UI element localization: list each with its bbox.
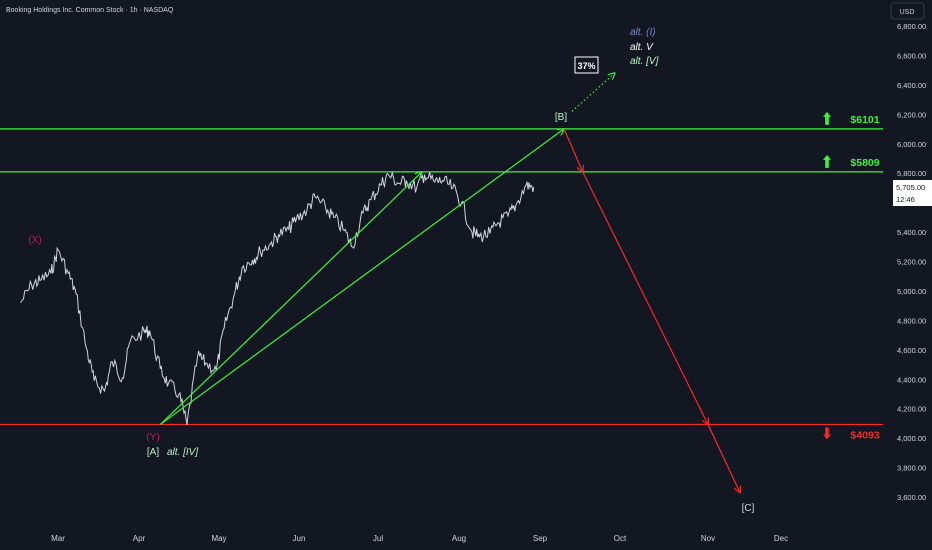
price-tick-label: 5,400.00 [897,228,926,237]
price-tick-label: 6,200.00 [897,110,926,119]
alt-v-bracket-label: alt. [V] [630,56,659,67]
price-ticks: 6,800.00 6,600.00 6,400.00 6,200.00 6,000.00… [897,22,926,502]
wave-x-label: (X) [28,235,41,246]
price-tick-label: 5,000.00 [897,287,926,296]
time-axis[interactable]: Mar Apr May Jun Jul Aug Sep Oct Nov Dec [51,534,788,543]
currency-badge[interactable] [890,2,925,20]
projection-arrow [159,129,564,425]
projection-arrow [582,171,708,425]
level-label: $4093 [850,429,879,441]
level-label: $6101 [850,114,879,126]
time-tick-label: Mar [51,534,65,543]
price-tick-label: 6,600.00 [897,51,926,60]
projection-arrow [159,172,422,425]
price-axis[interactable]: USD 6,800.00 6,600.00 6,400.00 6,200.00 6,00… [883,0,932,550]
price-series-line [20,170,535,425]
countdown-value: 12:46 [896,195,915,204]
last-price-value: 5,705.00 [896,183,925,192]
price-tick-label: 6,400.00 [897,81,926,90]
alt-iv-label: alt. [IV] [167,447,198,458]
time-tick-label: Jun [293,534,306,543]
price-tick-label: 4,800.00 [897,316,926,325]
wave-c-label: [C] [742,503,755,514]
arrow-up-icon [823,154,831,168]
level-label: $5809 [850,157,879,169]
projection-arrow [707,424,740,492]
currency-label: USD [900,9,915,16]
time-tick-label: Apr [133,534,146,543]
time-tick-label: Jul [373,534,383,543]
price-tick-label: 5,800.00 [897,169,926,178]
time-tick-label: Dec [774,534,788,543]
level-labels: $6101 $5809 $4093 [823,111,880,441]
alt-i-label: alt. (I) [630,27,656,38]
wave-a-label: [A] [147,447,159,458]
price-tick-label: 4,400.00 [897,375,926,384]
projection-arrow [563,128,583,172]
price-tick-label: 4,000.00 [897,434,926,443]
percent-box [574,56,599,74]
time-tick-label: Oct [614,534,627,543]
arrow-down-icon [823,427,831,440]
price-tick-label: 6,800.00 [897,22,926,31]
chart-title: Booking Holdings Inc. Common Stock · 1h … [6,7,174,14]
price-tick-label: 6,000.00 [897,140,926,149]
time-tick-label: Aug [452,534,466,543]
price-tick-label: 3,600.00 [897,493,926,502]
level-lines [0,128,883,426]
price-tick-label: 4,200.00 [897,405,926,414]
percent-label: 37% [577,61,595,71]
price-tick-label: 3,800.00 [897,464,926,473]
wave-b-label: [B] [555,112,567,123]
price-tick-label: 4,600.00 [897,346,926,355]
projection-arrows [159,73,740,492]
last-price-badge: 5,705.00 12:46 [893,180,932,206]
projection-arrow [571,73,615,112]
wave-y-label: (Y) [146,432,159,443]
time-tick-label: Sep [533,534,548,543]
time-tick-label: Nov [701,534,715,543]
alt-v-label: alt. V [630,42,654,53]
price-tick-label: 5,200.00 [897,258,926,267]
arrow-up-icon [823,111,831,125]
time-tick-label: May [211,534,226,543]
